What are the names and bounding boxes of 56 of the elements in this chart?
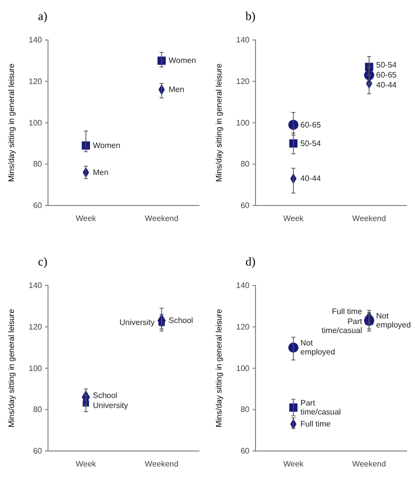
text: Full time <box>332 306 362 316</box>
series-label: Not employed <box>300 338 336 357</box>
x-tick-label: Weekend <box>352 460 386 469</box>
x-tick-label: Week <box>76 460 98 469</box>
y-axis-title: Mins/day sitting in general leisure <box>7 308 16 428</box>
x-tick-label: Week <box>283 460 305 469</box>
text: Part time/casual <box>322 316 362 335</box>
y-tick-label: 80 <box>240 160 250 169</box>
y-tick-label: 140 <box>28 36 43 45</box>
text: School <box>92 390 118 400</box>
y-tick-label: 120 <box>236 76 250 86</box>
chart-title: a) <box>38 9 48 23</box>
text: Not employed <box>376 312 411 330</box>
y-tick-label: 80 <box>33 160 43 169</box>
x-tick-label: Weekend <box>352 214 386 224</box>
y-tick-label: 140 <box>28 281 43 290</box>
text: Women <box>168 56 196 66</box>
text: University <box>120 318 155 328</box>
y-tick-label: 80 <box>33 405 43 414</box>
y-tick-label: 100 <box>236 364 250 373</box>
series-label: Full time <box>300 420 332 429</box>
series-label: Women <box>92 141 120 150</box>
y-tick-label: 120 <box>236 322 250 332</box>
x-tick-label: Weekend <box>144 460 178 469</box>
y-tick-label: 60 <box>240 446 250 456</box>
y-axis-title: Mins/day sitting in general leisure <box>214 308 224 428</box>
x-tick-label: Week <box>283 214 305 224</box>
chart-title: d) <box>246 254 256 268</box>
y-tick-label: 60 <box>240 201 250 210</box>
y-tick-label: 120 <box>28 322 43 332</box>
series-label: Part time/casual <box>300 398 342 417</box>
x-tick-label: Weekend <box>144 214 178 224</box>
series-label: University <box>92 400 128 410</box>
text: 40-44 <box>376 80 397 90</box>
y-tick-label: 100 <box>28 364 43 373</box>
y-tick-label: 60 <box>33 446 43 456</box>
series-label: Men <box>92 168 108 177</box>
y-tick-label: 120 <box>28 76 43 86</box>
y-tick-label: 100 <box>236 118 250 128</box>
series-label: 50-54 <box>300 138 322 148</box>
text: 50-54 <box>376 60 397 70</box>
chart-title: c) <box>38 254 48 268</box>
series-label: 40-44 <box>300 174 322 184</box>
y-tick-label: 140 <box>236 36 250 45</box>
text: Men <box>168 85 184 94</box>
y-axis-title: Mins/day sitting in general leisure <box>7 63 16 182</box>
y-tick-label: 140 <box>236 281 250 290</box>
y-tick-label: 60 <box>33 201 43 210</box>
chart-title: b) <box>246 9 256 23</box>
text: 60-65 <box>376 70 397 80</box>
series-label: 60-65 <box>300 120 322 130</box>
y-axis-title: Mins/day sitting in general leisure <box>214 63 224 182</box>
series-label: School <box>168 316 194 326</box>
x-tick-label: Week <box>76 214 98 224</box>
y-tick-label: 100 <box>28 118 43 128</box>
y-tick-label: 80 <box>240 405 250 414</box>
